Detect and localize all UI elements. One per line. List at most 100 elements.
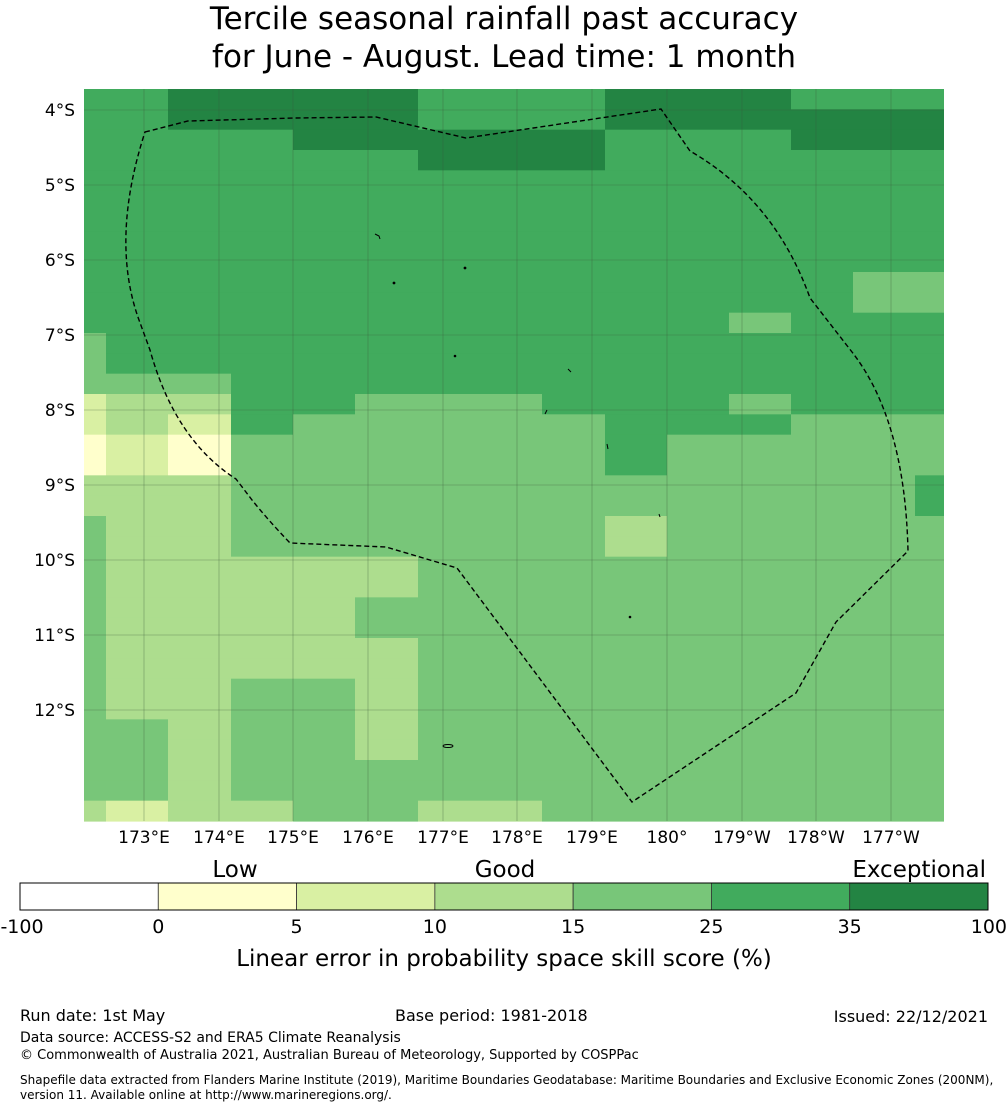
grid-cell (355, 638, 418, 659)
grid-cell (791, 129, 853, 151)
grid-cell (667, 129, 729, 151)
grid-cell (605, 170, 667, 192)
grid-cell (915, 272, 944, 293)
grid-cell (605, 129, 667, 151)
grid-cell (231, 577, 293, 598)
grid-cell (84, 455, 106, 476)
grid-cell (853, 333, 915, 354)
grid-cell (542, 658, 605, 680)
data-source: Data source: ACCESS-S2 and ERA5 Climate … (20, 1030, 401, 1046)
colorbar-swatches (19, 882, 989, 911)
grid-cell (168, 760, 231, 781)
grid-cell (231, 638, 293, 659)
grid-cell (605, 475, 667, 497)
island (628, 615, 632, 619)
grid-cell (84, 719, 106, 741)
grid-cell (729, 780, 791, 802)
grid-cell (853, 109, 915, 131)
grid-cell (293, 170, 355, 192)
grid-cell (355, 617, 418, 639)
grid-cell (542, 536, 605, 558)
colorbar-tick-label: -100 (0, 916, 43, 938)
grid-cell (605, 760, 667, 781)
island (658, 513, 661, 518)
grid-cell (791, 109, 853, 131)
grid-cell (853, 536, 915, 558)
grid-cell (791, 231, 853, 253)
chart-title: Tercile seasonal rainfall past accuracy … (0, 0, 1008, 76)
grid-cell (480, 556, 542, 578)
colorbar-tick-labels: -100 0 5 10 15 25 35 100 (0, 916, 1007, 938)
grid-cell (667, 353, 729, 375)
grid-cell (355, 577, 418, 598)
grid-cell (84, 333, 106, 354)
grid-cell (355, 780, 418, 802)
grid-cell (915, 353, 944, 375)
grid-cell (791, 617, 853, 639)
grid-cell (106, 190, 168, 212)
grid-cell (542, 577, 605, 598)
grid-cell (84, 129, 106, 151)
grid-cell (480, 455, 542, 476)
grid-cell (605, 312, 667, 334)
grid-cell (542, 211, 605, 232)
grid-cell (915, 373, 944, 395)
grid-cell (605, 231, 667, 253)
grid-cell (791, 678, 853, 700)
colorbar-swatch (434, 882, 574, 911)
grid-cell (355, 353, 418, 375)
grid-cell (791, 434, 853, 456)
grid-cell (729, 760, 791, 781)
grid-cell (853, 89, 915, 110)
grid-cell (853, 251, 915, 273)
grid-cell (418, 516, 480, 537)
grid-cell (791, 353, 853, 375)
grid-cell (853, 495, 915, 517)
grid-cell (480, 495, 542, 517)
grid-cell (915, 312, 944, 334)
grid-cell (168, 719, 231, 741)
grid-cell (293, 638, 355, 659)
grid-cell (667, 150, 729, 171)
grid-cell (106, 475, 168, 497)
grid-cell (667, 617, 729, 639)
grid-cell (729, 89, 791, 110)
grid-cell (605, 190, 667, 212)
grid-cell (791, 780, 853, 802)
grid-cell (791, 251, 853, 273)
grid-cell (293, 475, 355, 497)
grid-cell (480, 739, 542, 761)
grid-cell (84, 292, 106, 314)
grid-cell (84, 231, 106, 253)
grid-cell (542, 495, 605, 517)
grid-cell (480, 231, 542, 253)
grid-cell (480, 150, 542, 171)
grid-cell (418, 617, 480, 639)
grid-cell (293, 780, 355, 802)
grid-cell (84, 556, 106, 578)
grid-cell (542, 89, 605, 110)
grid-cell (231, 617, 293, 639)
grid-cell (853, 800, 915, 822)
grid-cell (418, 272, 480, 293)
grid-cell (293, 231, 355, 253)
grid-cell (106, 129, 168, 151)
title-line-1: Tercile seasonal rainfall past accuracy (209, 1, 799, 37)
grid-cell (480, 312, 542, 334)
grid-cell (915, 414, 944, 436)
grid-cell (355, 678, 418, 700)
grid-cell (84, 170, 106, 192)
grid-cell (293, 414, 355, 436)
grid-cell (791, 516, 853, 537)
grid-cell (106, 89, 168, 110)
grid-cell (84, 699, 106, 720)
grid-cell (480, 414, 542, 436)
grid-cell (729, 170, 791, 192)
grid-cell (605, 272, 667, 293)
grid-cell (293, 577, 355, 598)
grid-cell (480, 658, 542, 680)
grid-cell (542, 678, 605, 700)
grid-cell (729, 150, 791, 171)
grid-cell (231, 150, 293, 171)
grid-cell (729, 577, 791, 598)
